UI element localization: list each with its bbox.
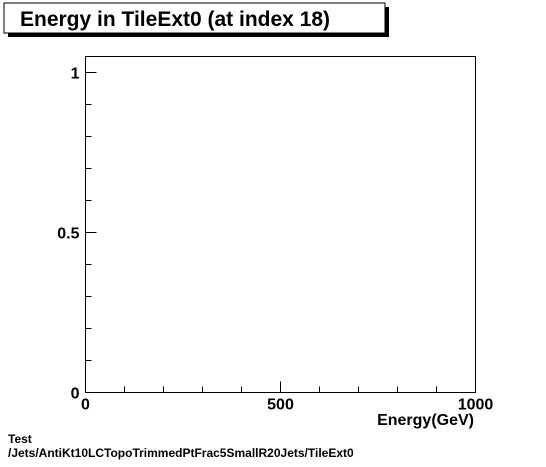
y-axis-ticks [85, 72, 97, 393]
x-axis-ticks [85, 381, 476, 393]
chart-title: Energy in TileExt0 (at index 18) [20, 8, 330, 31]
title-box [3, 2, 386, 34]
x-axis-labels: 0 500 1000 [81, 397, 493, 414]
x-axis-title: Energy(GeV) [377, 412, 474, 429]
y-tick-label: 0.5 [57, 226, 79, 243]
y-tick-label: 0 [71, 386, 80, 403]
x-tick-label: 500 [267, 397, 294, 414]
y-tick-label: 1 [71, 66, 80, 83]
y-axis-labels: 00.51 [57, 66, 79, 403]
x-tick-label: 1000 [458, 397, 494, 414]
footer-line-1: Test [8, 432, 32, 446]
footer-line-2: /Jets/AntiKt10LCTopoTrimmedPtFrac5SmallR… [8, 446, 354, 460]
x-tick-label: 0 [81, 397, 90, 414]
plot-frame [85, 56, 476, 393]
